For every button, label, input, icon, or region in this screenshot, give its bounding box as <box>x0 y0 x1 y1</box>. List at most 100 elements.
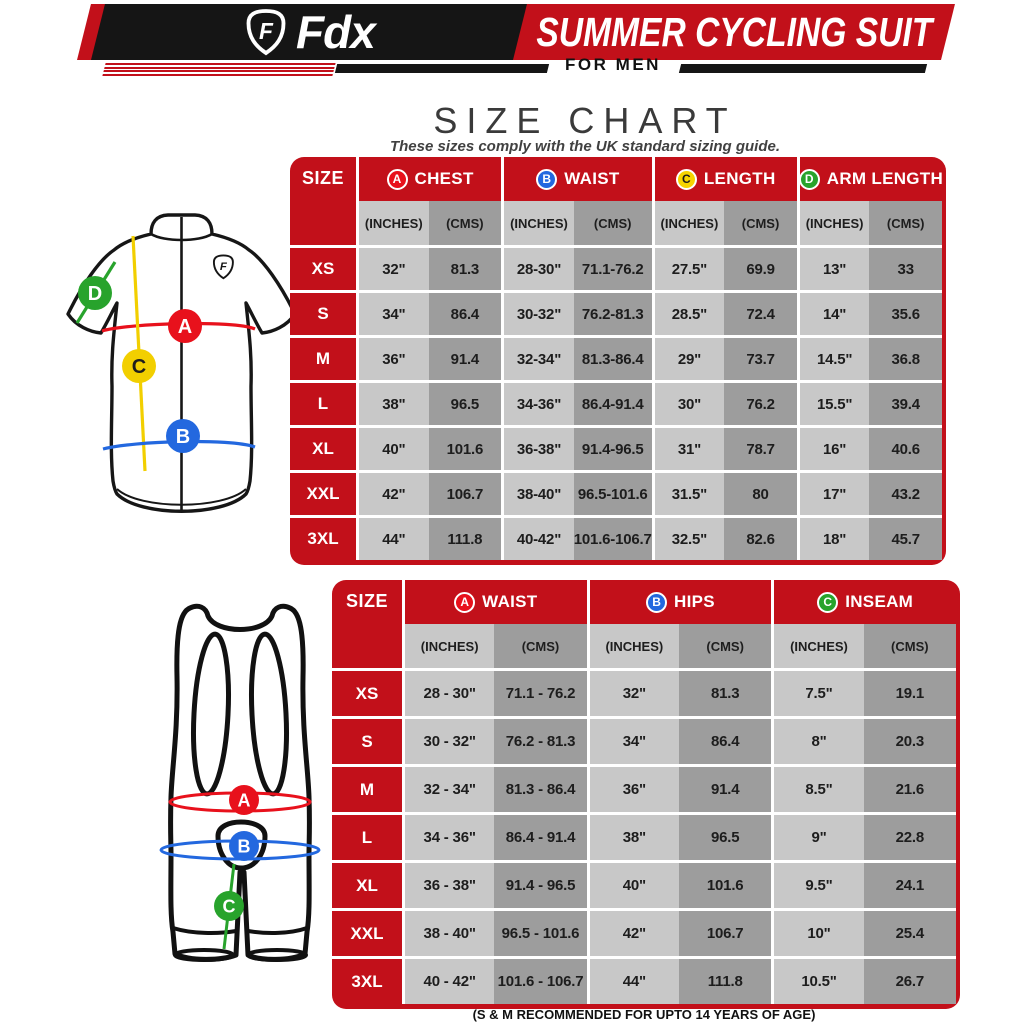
measurement-cell: 7.5" <box>771 668 864 716</box>
measurement-cell: 39.4 <box>869 380 942 425</box>
column-group-header: C LENGTH <box>651 157 797 201</box>
measurement-cell: 91.4 <box>428 335 502 380</box>
measurement-cell: 14.5" <box>796 335 870 380</box>
measurement-cell: 28 - 30" <box>402 668 495 716</box>
measurement-cell: 72.4 <box>724 290 797 335</box>
marker-d-letter: D <box>88 283 102 305</box>
page-title: SIZE CHART <box>433 100 737 141</box>
column-group-header: A CHEST <box>356 157 501 201</box>
column-group-label: ARM LENGTH <box>826 169 944 188</box>
measurement-cell: 96.5 - 101.6 <box>494 908 587 956</box>
jersey-size-table: SIZE A CHEST (INCHES) (CMS) B WAIST (INCHES) (CM… <box>290 157 946 565</box>
unit-header: (CMS) <box>724 201 797 245</box>
size-label-cell: L <box>290 380 356 425</box>
size-label-cell: M <box>332 764 402 812</box>
measurement-cell: 30-32" <box>501 290 574 335</box>
measurement-cell: 78.7 <box>724 425 797 470</box>
column-group-header: C INSEAM <box>771 580 956 624</box>
marker-c-badge: C <box>675 168 697 190</box>
size-label-cell: XXL <box>332 908 402 956</box>
size-label-cell: XL <box>332 860 402 908</box>
measurement-cell: 111.8 <box>679 956 772 1004</box>
unit-header: (INCHES) <box>651 201 725 245</box>
measurement-cell: 34-36" <box>501 380 574 425</box>
measurement-cell: 32-34" <box>501 335 574 380</box>
marker-c-circle <box>214 891 244 921</box>
size-label-cell: XS <box>290 245 356 290</box>
measurement-cell: 101.6 <box>428 425 502 470</box>
tagline: FOR MEN <box>565 55 661 74</box>
brand-logo-band: F Fdx <box>91 4 529 60</box>
jersey-illustration: F A C B D <box>66 213 297 513</box>
measurement-cell: 86.4 <box>679 716 772 764</box>
measurement-cell: 8" <box>771 716 864 764</box>
column-group-header: A WAIST <box>402 580 587 624</box>
size-label-cell: L <box>332 812 402 860</box>
measurement-cell: 36" <box>356 335 429 380</box>
marker-b-letter: B <box>238 837 251 857</box>
measurement-cell: 96.5 <box>428 380 502 425</box>
marker-b-badge: B <box>536 168 558 190</box>
left-cuff-line <box>172 926 237 935</box>
column-group-header: D ARM LENGTH <box>796 157 944 201</box>
measurement-cell: 80 <box>724 470 797 515</box>
measurement-cell: 96.5 <box>679 812 772 860</box>
measurement-cell: 106.7 <box>679 908 772 956</box>
measurement-cell: 42" <box>586 908 679 956</box>
measurement-cell: 44" <box>356 515 429 560</box>
measurement-cell: 43.2 <box>869 470 942 515</box>
measurement-cell: 38" <box>356 380 429 425</box>
measurement-cell: 30" <box>651 380 725 425</box>
left-leg-opening <box>173 948 235 962</box>
shorts-size-table: SIZE A WAIST (INCHES) (CMS) B HIPS (INCHES) (CMS… <box>332 580 960 1009</box>
measurement-cell: 40.6 <box>869 425 942 470</box>
measurement-cell: 76.2 - 81.3 <box>494 716 587 764</box>
marker-a-circle <box>229 785 259 815</box>
unit-header: (CMS) <box>573 201 652 245</box>
size-column-header: SIZE <box>301 168 344 188</box>
measurement-cell: 36 - 38" <box>402 860 495 908</box>
size-label-cell: S <box>332 716 402 764</box>
measurement-cell: 81.3 - 86.4 <box>494 764 587 812</box>
measurement-cell: 27.5" <box>651 245 725 290</box>
measurement-cell: 34" <box>356 290 429 335</box>
measurement-cell: 28-30" <box>501 245 574 290</box>
measurement-cell: 30 - 32" <box>402 716 495 764</box>
brand-name: Fdx <box>296 6 375 58</box>
measurement-cell: 34 - 36" <box>402 812 495 860</box>
marker-b-letter: B <box>176 426 190 448</box>
size-label-cell: 3XL <box>332 956 402 1004</box>
measurement-cell: 40" <box>586 860 679 908</box>
measurement-cell: 14" <box>796 290 870 335</box>
measurement-cell: 36" <box>586 764 679 812</box>
size-label-cell: S <box>290 290 356 335</box>
measurement-cell: 71.1-76.2 <box>573 245 652 290</box>
measurement-cell: 26.7 <box>863 956 956 1004</box>
marker-c-circle <box>122 349 156 383</box>
measurement-cell: 15.5" <box>796 380 870 425</box>
marker-a-badge: A <box>386 168 408 190</box>
column-group-label: LENGTH <box>703 169 776 188</box>
column-group-label: WAIST <box>564 169 620 188</box>
size-column-header: SIZE <box>345 591 388 611</box>
size-label-cell: XXL <box>290 470 356 515</box>
measurement-cell: 25.4 <box>863 908 956 956</box>
title-band: SUMMER CYCLING SUIT <box>513 4 955 60</box>
column-group-header: B WAIST <box>501 157 651 201</box>
tagline-right-bar <box>678 64 928 73</box>
marker-c-letter: C <box>223 897 236 917</box>
measurement-cell: 21.6 <box>863 764 956 812</box>
measurement-cell: 86.4-91.4 <box>573 380 652 425</box>
measurement-cell: 31" <box>651 425 725 470</box>
measurement-cell: 9" <box>771 812 864 860</box>
measurement-cell: 101.6-106.7 <box>573 515 652 560</box>
measurement-cell: 38" <box>586 812 679 860</box>
measurement-cell: 38 - 40" <box>402 908 495 956</box>
measurement-cell: 29" <box>651 335 725 380</box>
banner-title: SUMMER CYCLING SUIT <box>536 8 932 55</box>
measurement-cell: 71.1 - 76.2 <box>494 668 587 716</box>
size-label-cell: M <box>290 335 356 380</box>
page-subtitle: These sizes comply with the UK standard … <box>389 138 781 155</box>
measurement-cell: 82.6 <box>724 515 797 560</box>
measurement-cell: 36-38" <box>501 425 574 470</box>
